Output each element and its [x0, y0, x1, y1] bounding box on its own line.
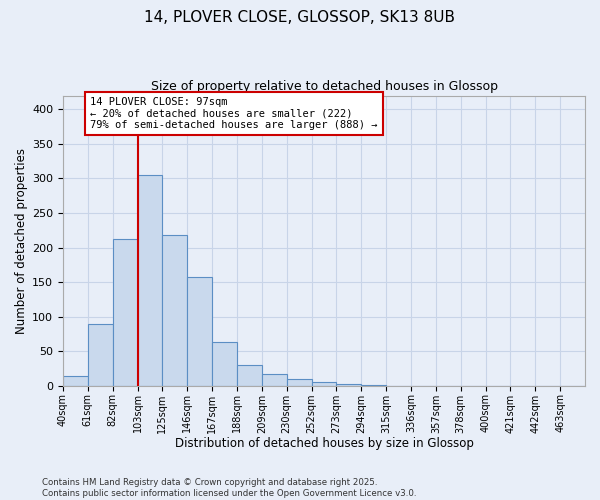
- Bar: [287, 379, 311, 386]
- Title: Size of property relative to detached houses in Glossop: Size of property relative to detached ho…: [151, 80, 497, 93]
- X-axis label: Distribution of detached houses by size in Glossop: Distribution of detached houses by size …: [175, 437, 473, 450]
- Y-axis label: Number of detached properties: Number of detached properties: [15, 148, 28, 334]
- Bar: [63, 376, 88, 386]
- Bar: [88, 324, 113, 386]
- Bar: [237, 365, 262, 386]
- Bar: [113, 239, 137, 386]
- Bar: [163, 235, 187, 386]
- Bar: [311, 382, 337, 386]
- Bar: [187, 276, 212, 386]
- Bar: [137, 175, 163, 386]
- Text: 14 PLOVER CLOSE: 97sqm
← 20% of detached houses are smaller (222)
79% of semi-de: 14 PLOVER CLOSE: 97sqm ← 20% of detached…: [90, 97, 378, 130]
- Bar: [337, 384, 361, 386]
- Bar: [361, 385, 386, 386]
- Bar: [262, 374, 287, 386]
- Text: 14, PLOVER CLOSE, GLOSSOP, SK13 8UB: 14, PLOVER CLOSE, GLOSSOP, SK13 8UB: [145, 10, 455, 25]
- Text: Contains HM Land Registry data © Crown copyright and database right 2025.
Contai: Contains HM Land Registry data © Crown c…: [42, 478, 416, 498]
- Bar: [212, 342, 237, 386]
